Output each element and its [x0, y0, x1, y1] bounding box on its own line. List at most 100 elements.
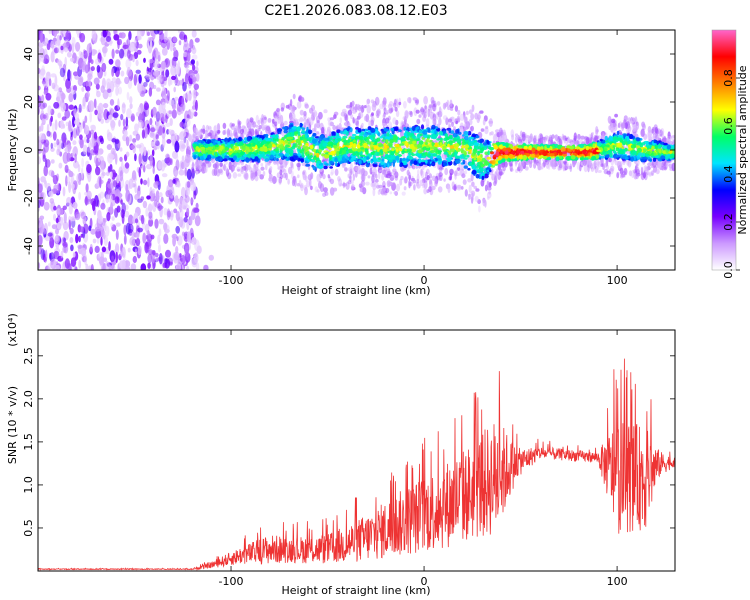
- heatmap-cell: [183, 217, 188, 223]
- heatmap-cell: [116, 38, 122, 46]
- heatmap-cell: [147, 230, 150, 237]
- heatmap-cell: [165, 228, 170, 234]
- heatmap-cell: [170, 65, 177, 76]
- heatmap-cell: [545, 162, 549, 169]
- heatmap-cell: [387, 103, 393, 109]
- heatmap-cell: [107, 193, 114, 203]
- heatmap-cell: [93, 98, 97, 109]
- heatmap-cell: [369, 167, 373, 175]
- heatmap-cell: [197, 165, 201, 169]
- heatmap-cell: [70, 244, 74, 252]
- heatmap-cell: [583, 157, 589, 160]
- heatmap-cell: [94, 226, 101, 232]
- heatmap-cell: [79, 32, 86, 43]
- heatmap-cell: [203, 264, 209, 270]
- heatmap-cell: [215, 161, 219, 170]
- heatmap-cell: [140, 178, 143, 185]
- heatmap-cell: [43, 222, 48, 235]
- heatmap-cell: [66, 85, 72, 93]
- heatmap-cell: [79, 226, 85, 233]
- heatmap-cell: [116, 174, 120, 184]
- heatmap-cell: [38, 156, 41, 165]
- heatmap-cell: [195, 72, 200, 82]
- heatmap-cell: [193, 94, 197, 103]
- heatmap-cell: [423, 111, 427, 119]
- heatmap-cell: [135, 238, 141, 247]
- heatmap-cell: [75, 233, 79, 244]
- heatmap-cell: [79, 134, 83, 140]
- heatmap-cell: [50, 51, 55, 63]
- heatmap-cell: [525, 135, 530, 139]
- heatmap-cell: [471, 181, 475, 187]
- heatmap-cell: [140, 263, 147, 270]
- heatmap-cell: [485, 125, 489, 130]
- heatmap-cell: [195, 202, 199, 209]
- heatmap-cell: [159, 113, 165, 122]
- heatmap-cell: [431, 106, 437, 111]
- heatmap-cell: [418, 114, 422, 118]
- heatmap-cell: [521, 133, 526, 142]
- heatmap-cell: [127, 214, 134, 226]
- heatmap-cell: [640, 128, 645, 138]
- heatmap-cell: [171, 56, 177, 69]
- heatmap-cell: [463, 165, 468, 169]
- heatmap-cell: [444, 142, 447, 145]
- heatmap-cell: [122, 204, 126, 211]
- heatmap-cell: [229, 165, 235, 170]
- heatmap-cell: [72, 115, 76, 128]
- heatmap-cell: [59, 216, 64, 226]
- heatmap-cell: [62, 221, 69, 231]
- heatmap-cell: [395, 183, 401, 192]
- heatmap-cell: [115, 80, 122, 85]
- heatmap-cell: [68, 170, 74, 178]
- heatmap-cell: [142, 200, 148, 209]
- heatmap-cell: [370, 119, 374, 123]
- heatmap-cell: [155, 134, 159, 140]
- heatmap-cell: [188, 47, 192, 54]
- heatmap-cell: [127, 247, 131, 253]
- heatmap-cell: [148, 218, 154, 227]
- heatmap-cell: [429, 139, 433, 143]
- heatmap-cell: [56, 148, 61, 156]
- heatmap-cell: [187, 93, 192, 102]
- heatmap-cell: [254, 128, 258, 135]
- heatmap-cell: [175, 211, 181, 222]
- heatmap-cell: [313, 110, 318, 118]
- heatmap-cell: [384, 110, 390, 114]
- heatmap-cell: [86, 163, 92, 174]
- heatmap-cell: [54, 75, 58, 87]
- heatmap-cell: [125, 151, 130, 158]
- heatmap-cell: [468, 193, 471, 200]
- heatmap-cell: [559, 162, 562, 171]
- heatmap-cell: [56, 138, 60, 146]
- heatmap-cell: [106, 144, 113, 150]
- heatmap-cell: [629, 120, 634, 124]
- heatmap-cell: [167, 129, 173, 135]
- heatmap-cell: [99, 176, 102, 189]
- heatmap-cell: [114, 138, 120, 144]
- heatmap-cell: [38, 132, 45, 143]
- heatmap-cell: [64, 38, 71, 48]
- heatmap-cell: [158, 228, 162, 237]
- heatmap-cell: [69, 57, 75, 62]
- heatmap-cell: [73, 160, 79, 169]
- heatmap-cell: [167, 76, 172, 87]
- heatmap-cell: [54, 40, 59, 47]
- heatmap-cell: [366, 104, 371, 114]
- heatmap-cell: [152, 188, 155, 194]
- heatmap-cell: [339, 117, 342, 124]
- heatmap-cell: [101, 246, 107, 253]
- heatmap-cell: [82, 144, 88, 155]
- heatmap-cell: [158, 253, 163, 265]
- heatmap-cell: [176, 181, 181, 188]
- heatmap-cell: [468, 109, 473, 115]
- heatmap-cell: [468, 118, 473, 126]
- heatmap-cell: [103, 108, 109, 121]
- heatmap-cell: [165, 69, 170, 78]
- heatmap-cell: [155, 190, 160, 203]
- heatmap-cell: [135, 133, 141, 141]
- heatmap-cell: [330, 168, 335, 175]
- heatmap-cell: [178, 40, 182, 46]
- heatmap-cell: [64, 109, 71, 119]
- heatmap-cell: [403, 101, 407, 109]
